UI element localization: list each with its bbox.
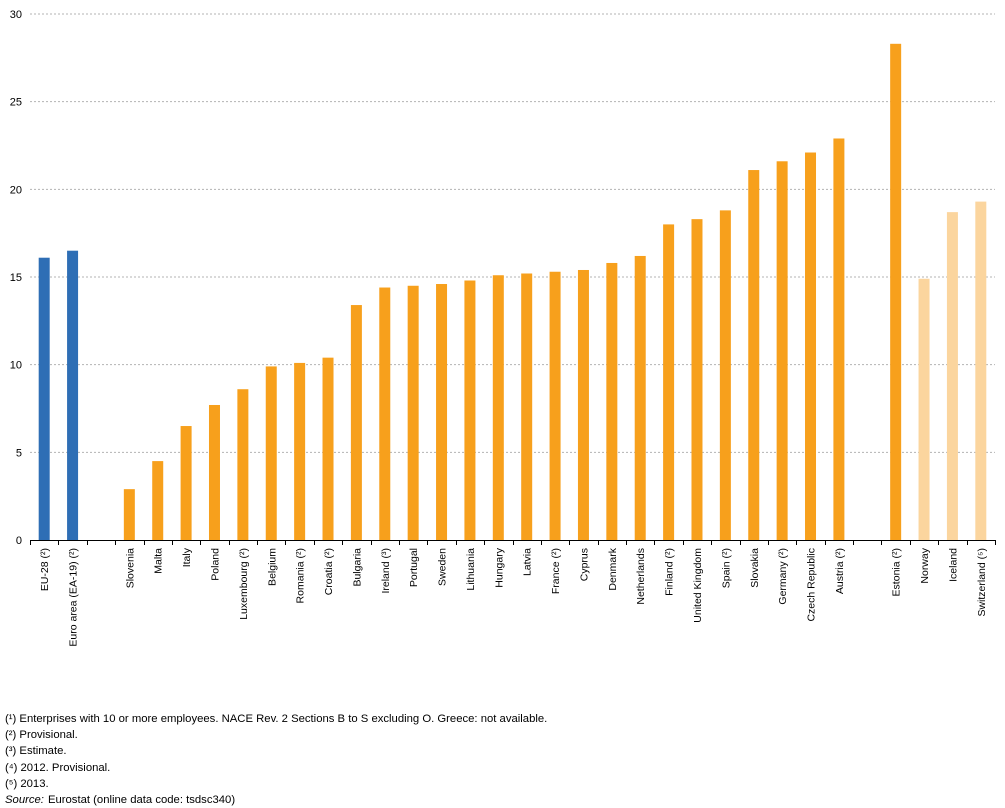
bar (208, 404, 220, 540)
x-category-label: Sweden (437, 548, 449, 586)
bar (805, 152, 817, 540)
bars (38, 43, 987, 541)
bar (152, 461, 164, 540)
x-category-label: Finland (²) (664, 548, 676, 596)
bar (691, 219, 703, 540)
x-category-label: Norway (919, 547, 931, 583)
bar-chart: 0 5 10 15 20 25 30 EU-28 (²) Euro area (EA-19) … (10, 9, 996, 647)
bar (322, 357, 334, 540)
footnote-1: (¹) Enterprises with 10 or more employee… (5, 713, 548, 725)
x-category-label: Austria (²) (834, 548, 846, 594)
x-category-label: EU-28 (²) (39, 548, 51, 591)
x-category-label: Slovenia (124, 548, 136, 588)
x-category-label: Hungary (493, 547, 505, 587)
y-axis-tick-labels: 0 5 10 15 20 25 30 (10, 9, 22, 547)
x-category-label: Germany (²) (777, 548, 789, 605)
x-category-label: Poland (209, 548, 221, 581)
y-tick-label: 30 (10, 9, 22, 21)
y-tick-label: 25 (10, 97, 22, 109)
x-category-label: Netherlands (635, 548, 647, 605)
footnote-5: (⁵) 2013. (5, 777, 49, 790)
bar (946, 212, 958, 541)
x-axis-category-labels: EU-28 (²) Euro area (EA-19) (²) Slovenia Ma… (39, 547, 988, 646)
x-category-label: France (²) (550, 548, 562, 594)
bar (521, 273, 533, 540)
x-category-label: Cyprus (578, 548, 590, 581)
bar (606, 262, 618, 540)
y-tick-label: 15 (10, 272, 22, 284)
bar (294, 362, 306, 540)
bar (833, 138, 845, 540)
bar (350, 305, 362, 540)
x-category-label: Slovakia (749, 548, 761, 588)
bar (379, 287, 391, 540)
footnote-3: (³) Estimate. (5, 745, 67, 758)
bar (492, 275, 504, 540)
bar (719, 210, 731, 540)
bar (918, 278, 930, 540)
y-tick-label: 0 (16, 535, 22, 547)
x-category-label: Spain (²) (720, 548, 732, 588)
bar (577, 269, 589, 540)
bar (407, 285, 419, 540)
x-category-label: Croatia (²) (323, 548, 335, 595)
footnote-2: (²) Provisional. (5, 729, 78, 742)
bar (549, 271, 561, 540)
gridlines (30, 13, 995, 453)
bar (123, 489, 135, 540)
bar (38, 257, 50, 540)
x-category-label: Iceland (947, 548, 959, 582)
bar (748, 170, 760, 540)
x-category-label: Italy (181, 547, 193, 567)
x-category-label: Luxembourg (²) (238, 548, 250, 620)
bar (663, 224, 675, 540)
bar (890, 43, 902, 540)
bar (265, 366, 277, 540)
x-category-label: United Kingdom (692, 548, 704, 623)
x-category-label: Euro area (EA-19) (²) (68, 548, 80, 647)
bar (237, 389, 249, 540)
bar (776, 161, 788, 540)
footnote-4: (⁴) 2012. Provisional. (5, 761, 111, 774)
bar (975, 201, 987, 540)
x-category-label: Romania (²) (295, 548, 307, 603)
y-tick-label: 10 (10, 360, 22, 372)
bar (180, 426, 192, 540)
x-category-label: Denmark (607, 547, 619, 590)
bar (67, 250, 79, 540)
source-label: Source: (5, 794, 44, 807)
source-line: Source: Eurostat (online data code: tsdsc… (5, 792, 547, 808)
source-text: Eurostat (online data code: tsdsc340) (47, 794, 236, 807)
bar (436, 284, 448, 540)
x-category-label: Ireland (³) (380, 548, 392, 594)
x-category-label: Belgium (266, 548, 278, 586)
footnotes: (¹) Enterprises with 10 or more employee… (5, 711, 547, 808)
x-category-label: Lithuania (465, 548, 477, 591)
x-category-label: Switzerland (⁵) (976, 548, 988, 617)
x-category-label: Estonia (²) (891, 548, 903, 596)
y-tick-label: 5 (16, 447, 22, 459)
x-category-label: Latvia (522, 548, 534, 576)
x-category-label: Malta (153, 548, 165, 574)
bar (464, 280, 476, 540)
x-category-label: Bulgaria (351, 548, 363, 587)
y-tick-label: 20 (10, 184, 22, 196)
bar (634, 255, 646, 540)
x-category-label: Portugal (408, 548, 420, 587)
x-axis (30, 540, 996, 545)
x-category-label: Czech Republic (806, 548, 818, 622)
